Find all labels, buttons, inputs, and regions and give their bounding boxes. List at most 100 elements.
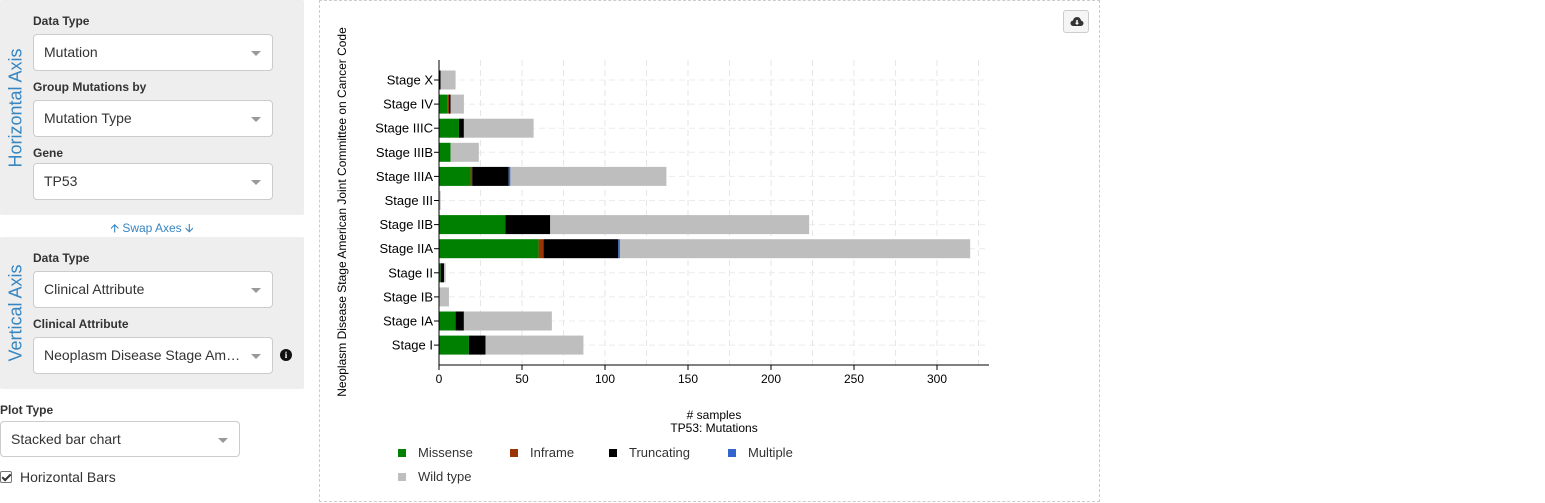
- y-tick-label: Stage III: [385, 193, 433, 208]
- info-circle-icon[interactable]: i: [280, 349, 292, 361]
- bar-truncating: [455, 311, 464, 331]
- vertical-data-type-label: Data Type: [33, 251, 90, 265]
- group-mutations-label: Group Mutations by: [33, 80, 147, 94]
- bar-truncating: [448, 94, 451, 114]
- y-tick-label: Stage IB: [383, 289, 433, 304]
- bar-missense: [439, 118, 459, 138]
- bar-multiple: [508, 166, 511, 186]
- y-tick-label: Stage IIIA: [376, 169, 433, 184]
- legend-item: Truncating: [609, 445, 690, 460]
- x-tick-label: 50: [515, 372, 529, 386]
- bar-truncating: [468, 335, 486, 355]
- bar-wild-type: [550, 215, 810, 235]
- bar-truncating: [440, 263, 444, 283]
- x-tick-label: 200: [761, 372, 781, 386]
- vertical-axis-panel: Vertical Axis Data Type Clinical Attribu…: [0, 237, 304, 389]
- vertical-axis-title: Vertical Axis: [5, 264, 26, 362]
- chevron-down-icon: [251, 51, 261, 56]
- clinical-attribute-select[interactable]: Neoplasm Disease Stage American Joint Co…: [33, 337, 273, 374]
- bar-inframe: [538, 239, 544, 259]
- gene-select[interactable]: TP53: [33, 163, 273, 200]
- y-tick-label: Stage IIA: [380, 241, 434, 256]
- bar-wild-type: [439, 191, 441, 210]
- horizontal-data-type-select[interactable]: Mutation: [33, 34, 273, 71]
- swap-axes-label: Swap Axes: [122, 221, 182, 235]
- plot-type-label: Plot Type: [0, 403, 54, 417]
- bar-truncating: [505, 215, 551, 235]
- legend-swatch: [609, 448, 617, 457]
- bar-wild-type: [619, 239, 971, 259]
- bar-wild-type: [463, 311, 552, 331]
- chevron-down-icon: [251, 117, 261, 122]
- cloud-download-icon: [1070, 17, 1084, 26]
- legend-item: Inframe: [510, 445, 574, 460]
- bar-missense: [439, 215, 506, 235]
- x-axis-label: # samples: [687, 408, 742, 422]
- vertical-data-type-value: Clinical Attribute: [44, 281, 145, 297]
- y-tick-label: Stage I: [392, 338, 433, 353]
- y-tick-label: Stage IIIC: [375, 121, 433, 136]
- bar-wild-type: [443, 263, 446, 283]
- chart-panel: [319, 0, 1100, 502]
- legend-label: Truncating: [629, 445, 690, 460]
- horizontal-bars-checkbox[interactable]: [0, 471, 12, 483]
- bar-missense: [439, 263, 441, 283]
- bar-missense: [439, 239, 539, 259]
- gene-label: Gene: [33, 146, 64, 160]
- horizontal-bars-option[interactable]: Horizontal Bars: [0, 469, 116, 485]
- chevron-down-icon: [251, 288, 261, 293]
- x-tick-label: 0: [436, 372, 443, 386]
- y-tick-label: Stage IIB: [380, 217, 433, 232]
- x-tick-label: 150: [678, 372, 698, 386]
- download-button[interactable]: [1063, 10, 1089, 33]
- clinical-attribute-value: Neoplasm Disease Stage American Joint Co…: [44, 347, 272, 363]
- bar-truncating: [458, 118, 464, 138]
- gene-value: TP53: [44, 173, 78, 189]
- swap-axes-button[interactable]: 🡩 Swap Axes 🡫: [0, 219, 304, 240]
- bar-wild-type: [450, 94, 464, 114]
- group-mutations-select[interactable]: Mutation Type: [33, 100, 273, 137]
- bar-inframe: [470, 166, 473, 186]
- group-mutations-value: Mutation Type: [44, 110, 132, 126]
- legend-label: Multiple: [748, 445, 793, 460]
- y-tick-label: Stage IIIB: [376, 145, 433, 160]
- bar-wild-type: [485, 335, 584, 355]
- y-tick-label: Stage IV: [383, 97, 433, 112]
- clinical-attribute-label: Clinical Attribute: [33, 317, 129, 331]
- bar-multiple: [618, 239, 620, 259]
- legend-item: Missense: [398, 445, 473, 460]
- bar-wild-type: [439, 287, 449, 307]
- legend-swatch: [510, 448, 518, 457]
- chevron-down-icon: [218, 438, 228, 443]
- horizontal-axis-panel: Horizontal Axis Data Type Mutation Group…: [0, 0, 304, 215]
- plot-type-value: Stacked bar chart: [11, 431, 121, 447]
- legend-label: Wild type: [418, 469, 472, 484]
- x-tick-label: 300: [927, 372, 947, 386]
- bar-missense: [439, 335, 469, 355]
- horizontal-axis-title: Horizontal Axis: [5, 47, 26, 168]
- y-tick-label: Stage II: [388, 265, 433, 280]
- legend-swatch: [728, 448, 736, 457]
- bar-truncating: [543, 239, 619, 259]
- vertical-data-type-select[interactable]: Clinical Attribute: [33, 271, 273, 308]
- bar-missense: [439, 166, 471, 186]
- x-tick-label: 100: [595, 372, 615, 386]
- legend-swatch: [398, 448, 406, 457]
- plot-type-select[interactable]: Stacked bar chart: [0, 421, 240, 457]
- bar-wild-type: [463, 118, 534, 138]
- chevron-down-icon: [251, 180, 261, 185]
- bar-missense: [439, 94, 448, 114]
- horizontal-bars-label: Horizontal Bars: [20, 469, 116, 485]
- bar-missense: [439, 142, 451, 162]
- legend-item: Multiple: [728, 445, 793, 460]
- arrow-down-icon: 🡫: [185, 221, 194, 235]
- x-axis-sublabel: TP53: Mutations: [670, 421, 757, 435]
- bar-inframe: [447, 94, 449, 114]
- bar-missense: [439, 311, 456, 331]
- bar-wild-type: [510, 166, 667, 186]
- bar-truncating: [472, 166, 509, 186]
- chevron-down-icon: [251, 354, 261, 359]
- stacked-bar-chart: Stage X Stage IV Stage IIIC Stage IIIB Stage…: [335, 27, 989, 435]
- y-axis-label: Neoplasm Disease Stage American Joint Co…: [335, 27, 349, 397]
- bar-truncating: [439, 70, 441, 90]
